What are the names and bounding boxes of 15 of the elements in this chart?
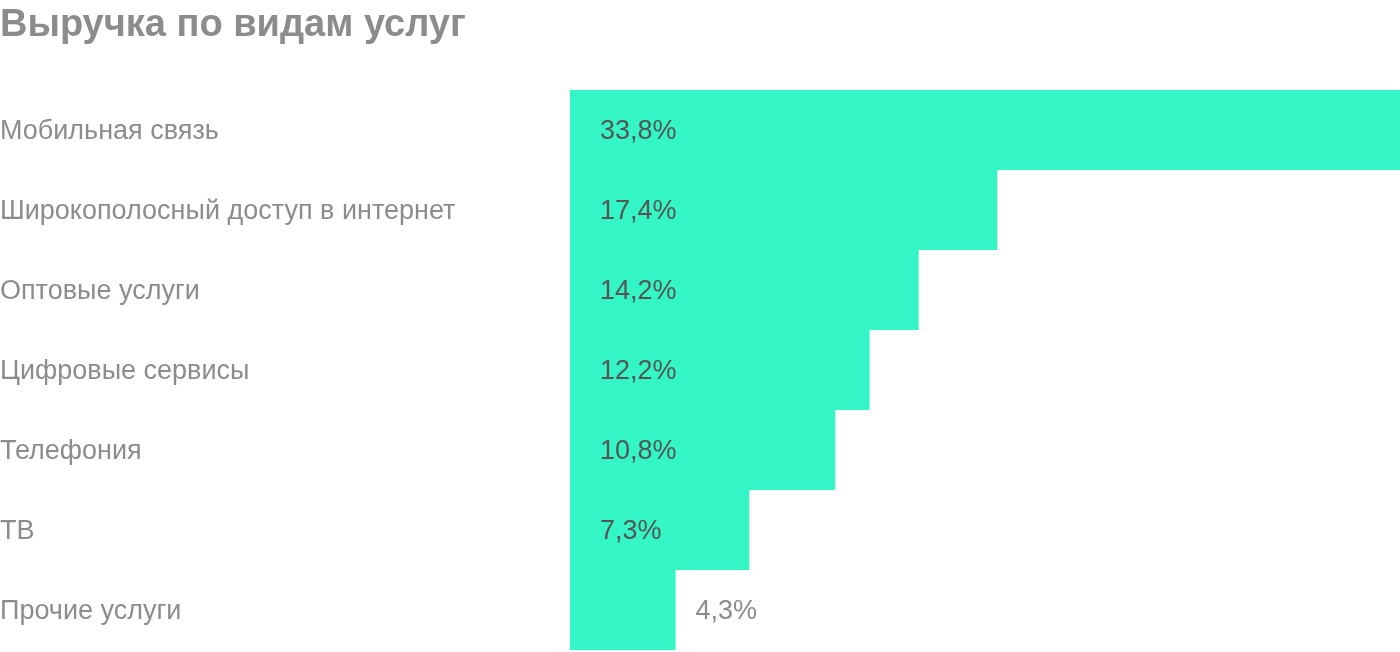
data-label: 14,2%: [600, 275, 677, 305]
y-tick-label: Широкополосный доступ в интернет: [0, 195, 456, 225]
data-label: 33,8%: [600, 115, 677, 145]
data-label: 17,4%: [600, 195, 677, 225]
data-label: 12,2%: [600, 355, 677, 385]
y-tick-label: Телефония: [0, 435, 142, 465]
y-tick-label: ТВ: [0, 515, 35, 545]
data-label: 10,8%: [600, 435, 677, 465]
y-tick-label: Цифровые сервисы: [0, 355, 250, 385]
y-tick-label: Мобильная связь: [0, 115, 219, 145]
data-label: 4,3%: [695, 595, 758, 625]
y-tick-label: Оптовые услуги: [0, 275, 200, 305]
text: Выручка по видам услуг: [0, 2, 466, 45]
y-tick-label: Прочие услуги: [0, 595, 182, 625]
data-label: 7,3%: [600, 515, 662, 545]
